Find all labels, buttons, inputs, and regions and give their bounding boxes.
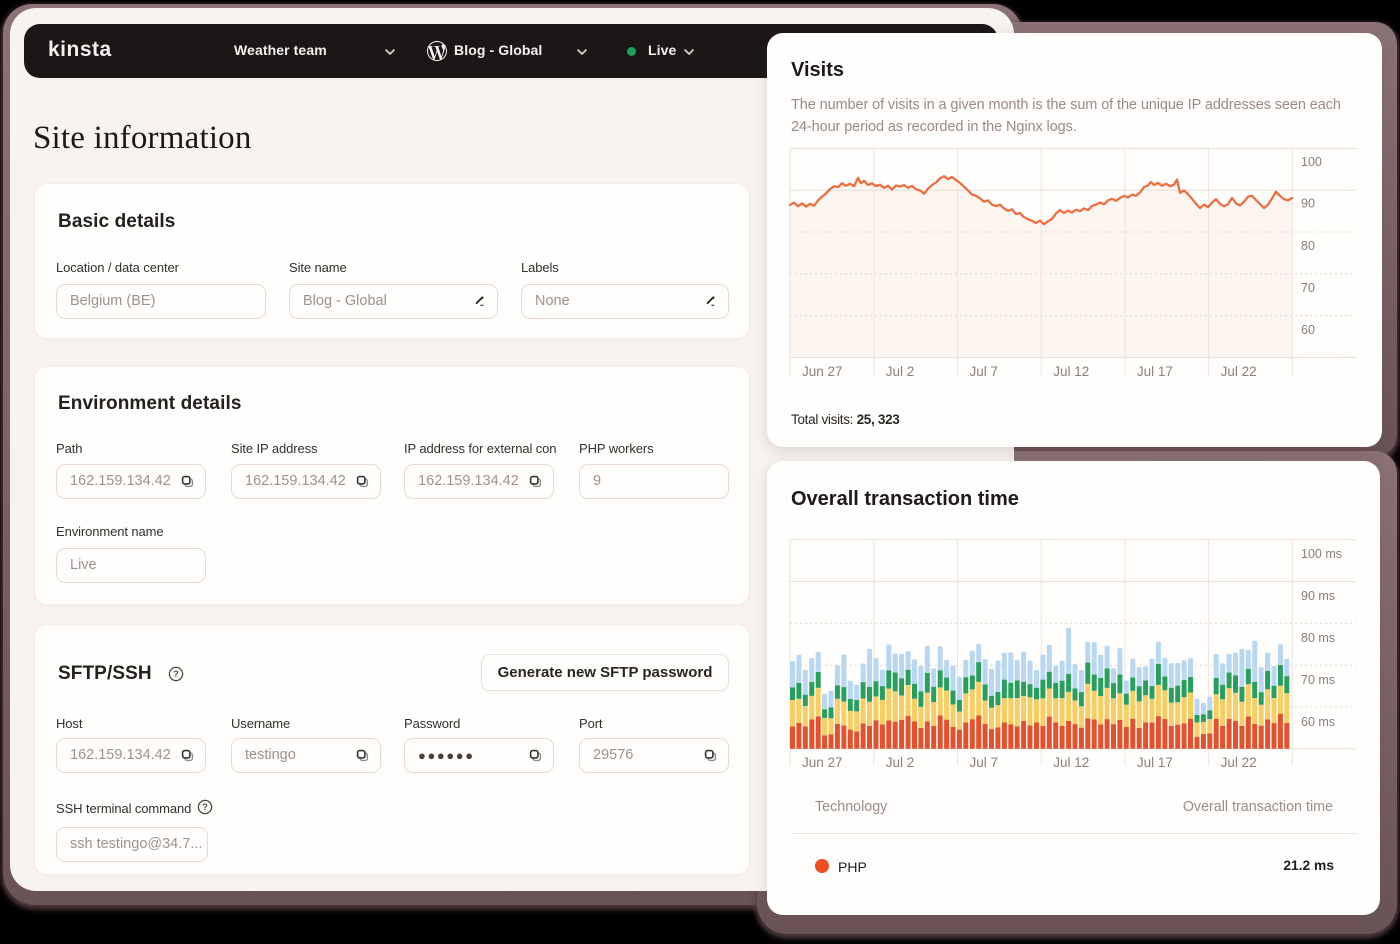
svg-text:80: 80 [1301, 239, 1315, 253]
svg-text:100: 100 [1301, 155, 1322, 169]
svg-text:?: ? [202, 802, 208, 812]
svg-text:Jul 12: Jul 12 [1053, 364, 1089, 379]
svg-text:Jul 7: Jul 7 [970, 755, 999, 770]
svg-text:70: 70 [1301, 281, 1315, 295]
svg-text:60 ms: 60 ms [1301, 715, 1335, 729]
svg-text:Jul 22: Jul 22 [1221, 755, 1257, 770]
svg-text:Jul 17: Jul 17 [1137, 755, 1173, 770]
svg-text:Jul 7: Jul 7 [970, 364, 999, 379]
svg-text:Jul 12: Jul 12 [1053, 755, 1089, 770]
svg-text:Jul 2: Jul 2 [886, 364, 915, 379]
svg-text:60: 60 [1301, 323, 1315, 337]
svg-text:Jul 2: Jul 2 [886, 755, 915, 770]
svg-text:Jun 27: Jun 27 [802, 364, 843, 379]
svg-text:90 ms: 90 ms [1301, 589, 1335, 603]
svg-text:Jun 27: Jun 27 [802, 755, 843, 770]
svg-text:Jul 22: Jul 22 [1221, 364, 1257, 379]
svg-text:100 ms: 100 ms [1301, 547, 1342, 561]
svg-text:?: ? [173, 669, 179, 679]
svg-text:90: 90 [1301, 197, 1315, 211]
svg-text:70 ms: 70 ms [1301, 673, 1335, 687]
svg-text:Jul 17: Jul 17 [1137, 364, 1173, 379]
svg-text:80 ms: 80 ms [1301, 631, 1335, 645]
